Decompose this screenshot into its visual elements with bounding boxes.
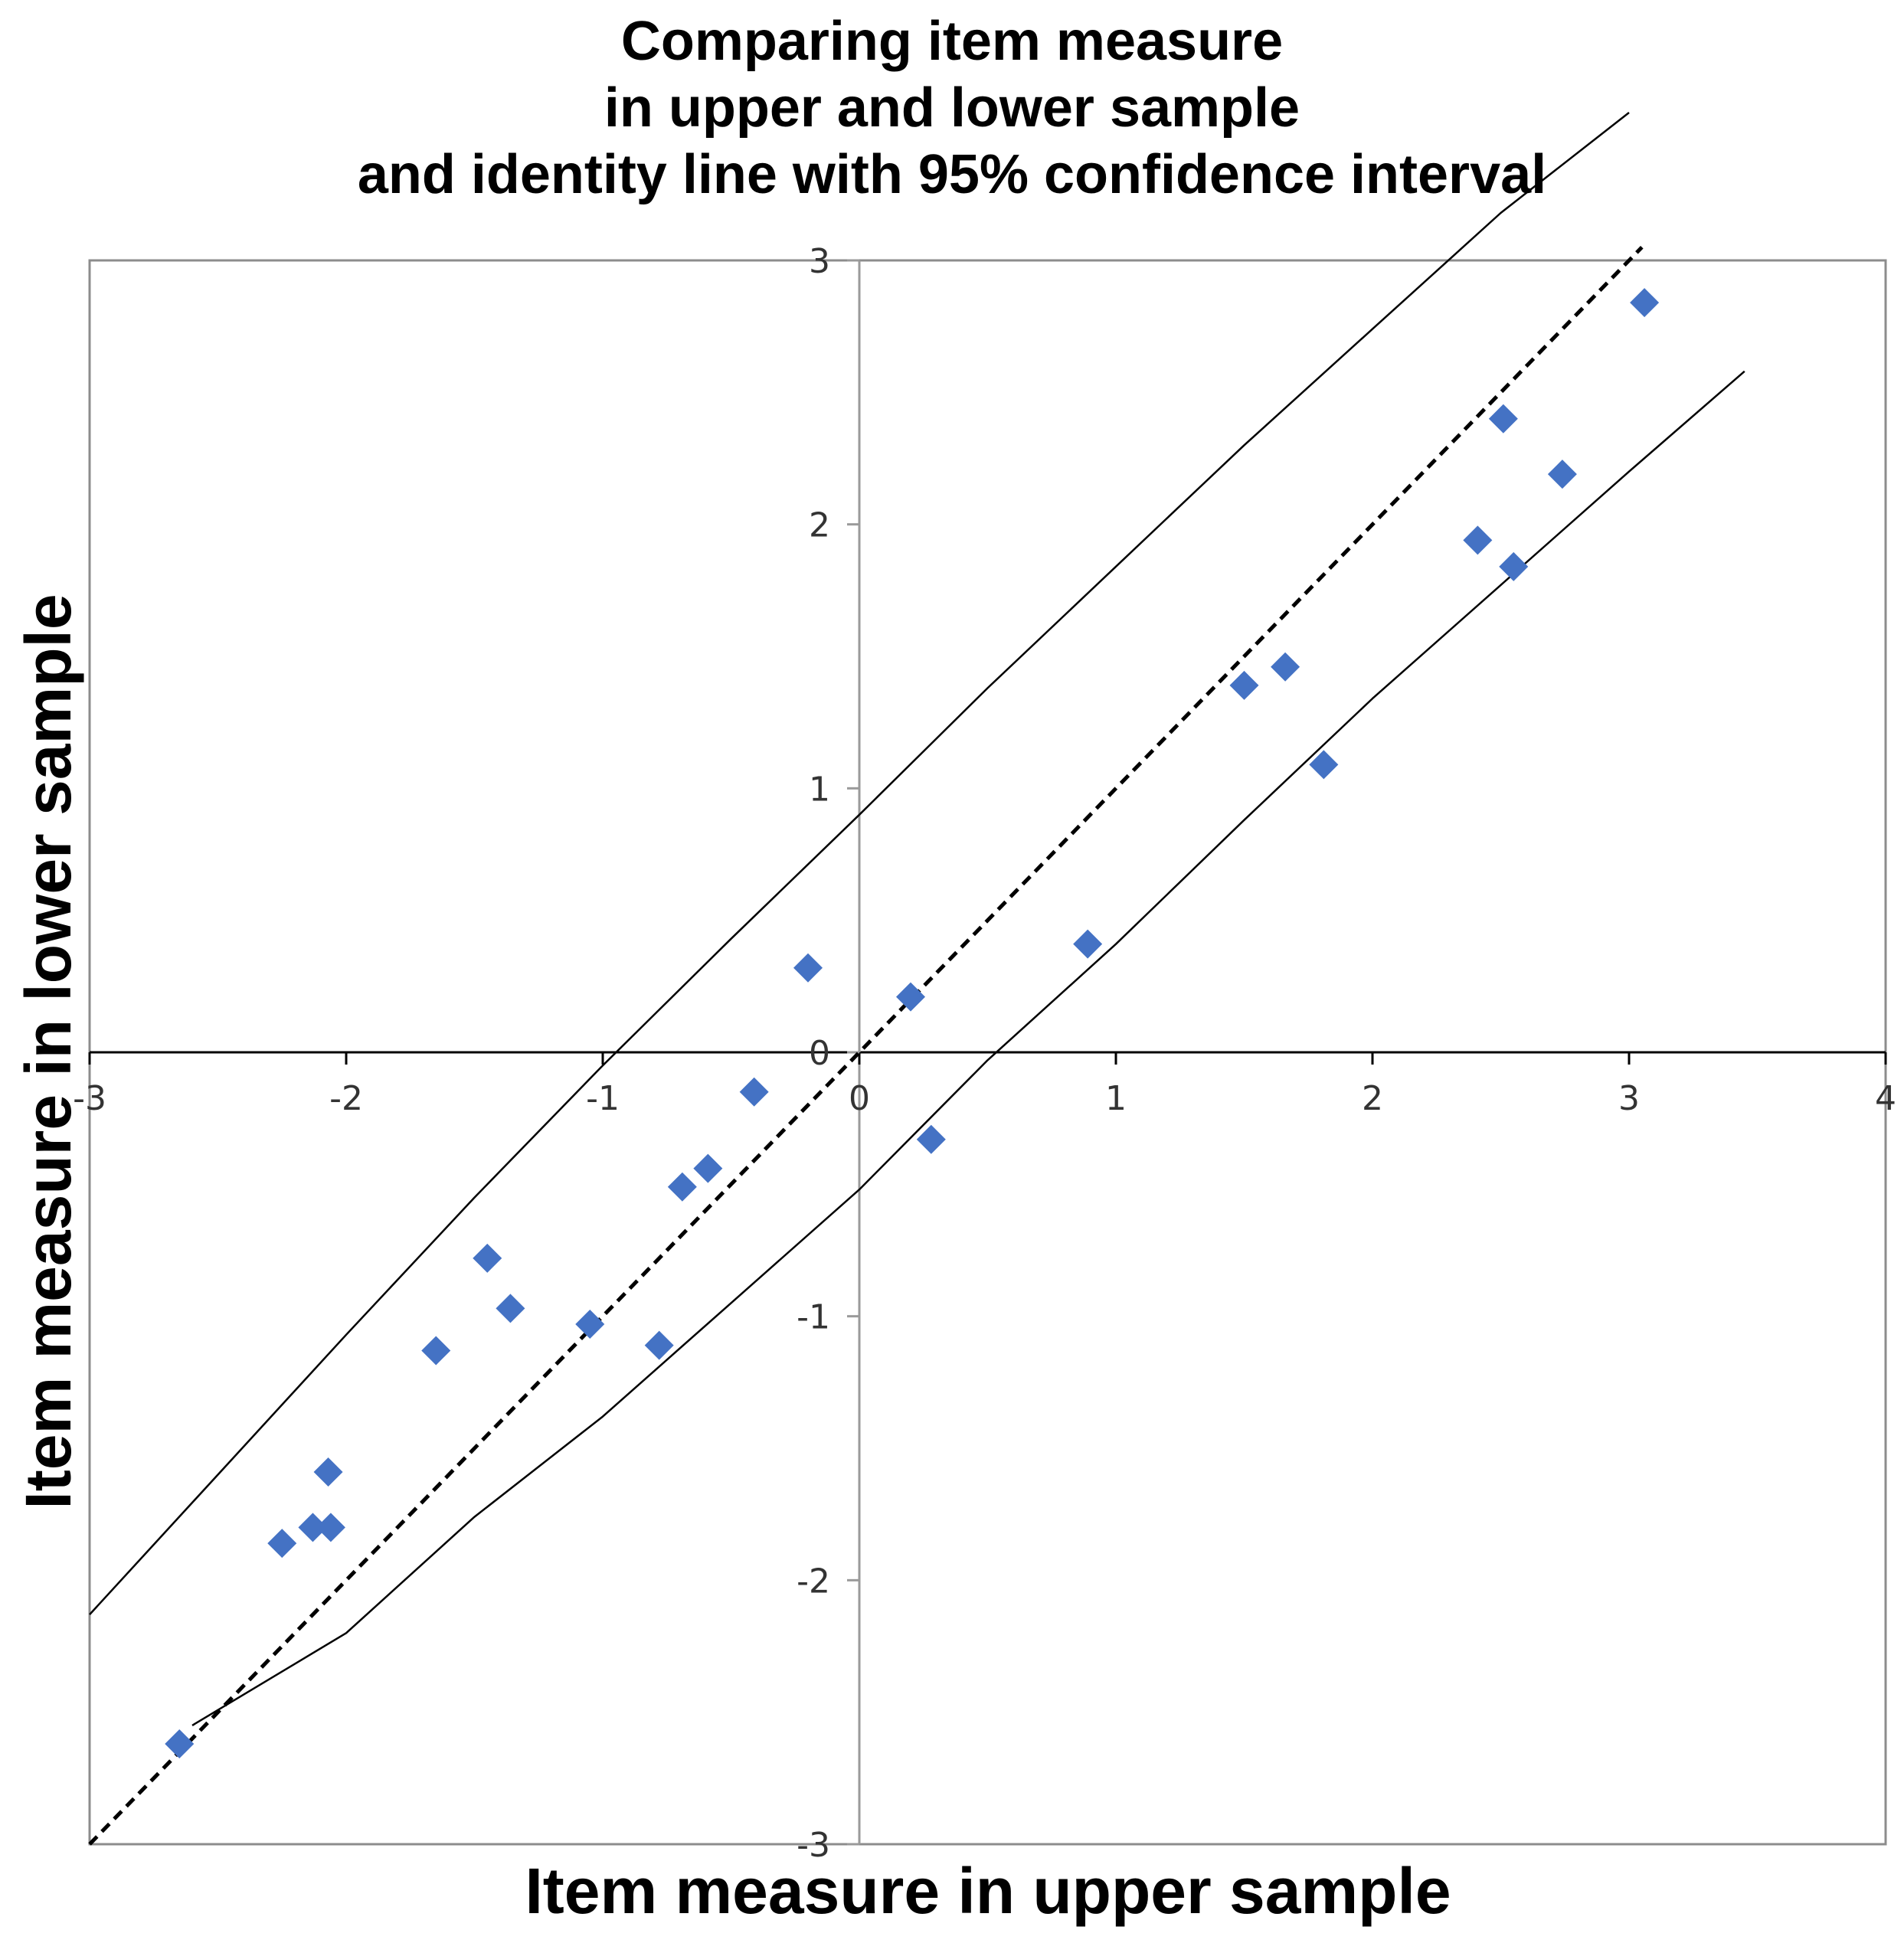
chart-title-line-3: and identity line with 95% confidence in… bbox=[358, 144, 1546, 205]
upper-confidence-line bbox=[89, 112, 1630, 1615]
tick-labels: -3 -2 -1 0 1 2 3 4 -3 -2 -1 0 1 2 3 bbox=[73, 242, 1896, 1865]
data-point bbox=[1073, 929, 1103, 959]
data-point bbox=[693, 1153, 723, 1183]
data-point bbox=[1630, 288, 1660, 318]
y-tick-label: 1 bbox=[809, 770, 830, 809]
data-points bbox=[165, 288, 1660, 1759]
lower-confidence-line bbox=[191, 370, 1745, 1726]
data-point bbox=[916, 1124, 946, 1154]
data-point bbox=[575, 1310, 605, 1339]
data-point bbox=[316, 1513, 345, 1542]
y-tick-label: 2 bbox=[809, 506, 830, 545]
x-tick-label: 1 bbox=[1105, 1079, 1127, 1118]
x-tick-label: 4 bbox=[1875, 1079, 1896, 1118]
y-tick-label: 3 bbox=[809, 242, 830, 281]
data-point bbox=[1463, 525, 1493, 555]
data-point bbox=[1229, 670, 1259, 700]
y-tick-label: 0 bbox=[809, 1034, 830, 1073]
data-point bbox=[165, 1729, 195, 1759]
y-axis-label: Item measure in lower sample bbox=[12, 594, 84, 1509]
data-point bbox=[473, 1243, 502, 1273]
x-tick-label: -3 bbox=[73, 1079, 106, 1118]
data-point bbox=[267, 1529, 297, 1559]
axes bbox=[88, 259, 1887, 1846]
data-point bbox=[667, 1172, 697, 1202]
x-tick-label: 3 bbox=[1618, 1079, 1640, 1118]
data-point bbox=[496, 1294, 525, 1323]
data-point bbox=[793, 953, 823, 983]
y-tick-label: -1 bbox=[797, 1298, 830, 1337]
data-point bbox=[313, 1457, 343, 1487]
data-point bbox=[1547, 460, 1577, 489]
data-point bbox=[1271, 652, 1300, 682]
data-point bbox=[896, 982, 925, 1012]
data-point bbox=[298, 1513, 328, 1542]
data-point bbox=[1499, 551, 1529, 581]
data-point bbox=[421, 1336, 451, 1366]
data-point bbox=[1309, 750, 1339, 780]
identity-line bbox=[88, 246, 1644, 1846]
chart-lines bbox=[88, 112, 1745, 1846]
data-point bbox=[739, 1077, 769, 1107]
x-axis-label: Item measure in upper sample bbox=[525, 1855, 1451, 1927]
x-tick-label: 0 bbox=[849, 1079, 870, 1118]
x-tick-label: -1 bbox=[586, 1079, 620, 1118]
data-point bbox=[644, 1330, 674, 1360]
chart-title: Comparing item measure in upper and lowe… bbox=[358, 11, 1546, 205]
chart-title-line-2: in upper and lower sample bbox=[604, 77, 1300, 139]
data-point bbox=[1488, 404, 1518, 433]
y-tick-label: -3 bbox=[797, 1826, 830, 1865]
y-tick-label: -2 bbox=[797, 1562, 830, 1601]
chart-title-line-1: Comparing item measure bbox=[621, 11, 1283, 72]
x-tick-label: -2 bbox=[329, 1079, 363, 1118]
x-tick-label: 2 bbox=[1362, 1079, 1383, 1118]
